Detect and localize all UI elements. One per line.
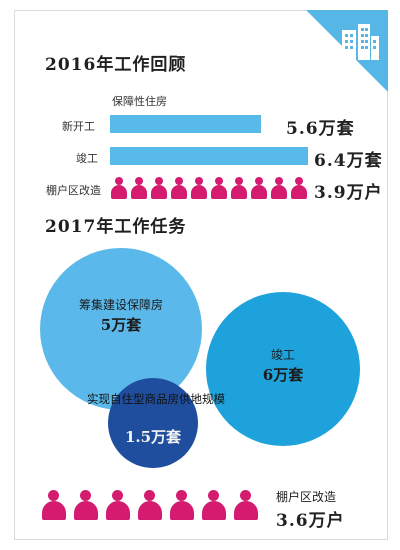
person-icon [230, 177, 248, 199]
circle-land-supply: 1.5万套 [108, 378, 198, 468]
circle-completion: 竣工 6万套 [206, 292, 360, 446]
label-shanty-2016: 棚户区改造 [46, 184, 101, 197]
person-icon [110, 177, 128, 199]
person-icon [250, 177, 268, 199]
person-icon [200, 490, 228, 520]
person-icon [290, 177, 308, 199]
person-icon [72, 490, 100, 520]
label-new-start: 新开工 [62, 120, 95, 133]
title-2017: 2017年工作任务 [45, 217, 187, 237]
value-completed: 6.4万套 [314, 151, 383, 171]
circle-fundraise-value: 5万套 [100, 316, 142, 334]
circle-land-supply-label: 实现自住型商品房供地规模 [87, 392, 225, 406]
value-shanty-2016: 3.9万户 [314, 183, 383, 203]
value-new-start: 5.6万套 [286, 119, 355, 139]
building-icon [342, 24, 379, 60]
person-icon [150, 177, 168, 199]
person-icon [168, 490, 196, 520]
person-icon [170, 177, 188, 199]
subtitle-affordable-housing: 保障性住房 [112, 95, 167, 108]
title-2016: 2016年工作回顾 [45, 55, 187, 75]
person-icon [232, 490, 260, 520]
person-icon [130, 177, 148, 199]
person-icon [210, 177, 228, 199]
person-icon [190, 177, 208, 199]
person-icon [40, 490, 68, 520]
bar-completed [110, 147, 308, 165]
bar-new-start [110, 115, 262, 133]
corner-badge [306, 10, 388, 92]
person-icon [136, 490, 164, 520]
circle-fundraise-label: 筹集建设保障房 [78, 298, 163, 312]
label-shanty-2017: 棚户区改造 [276, 490, 337, 504]
label-completed: 竣工 [76, 152, 98, 165]
circle-completion-value: 6万套 [262, 366, 304, 384]
frame-border [14, 10, 388, 540]
value-shanty-2017: 3.6万户 [276, 511, 345, 531]
circle-completion-label: 竣工 [270, 348, 295, 362]
circle-land-supply-value: 1.5万套 [124, 428, 182, 446]
person-icon [270, 177, 288, 199]
person-icon [104, 490, 132, 520]
